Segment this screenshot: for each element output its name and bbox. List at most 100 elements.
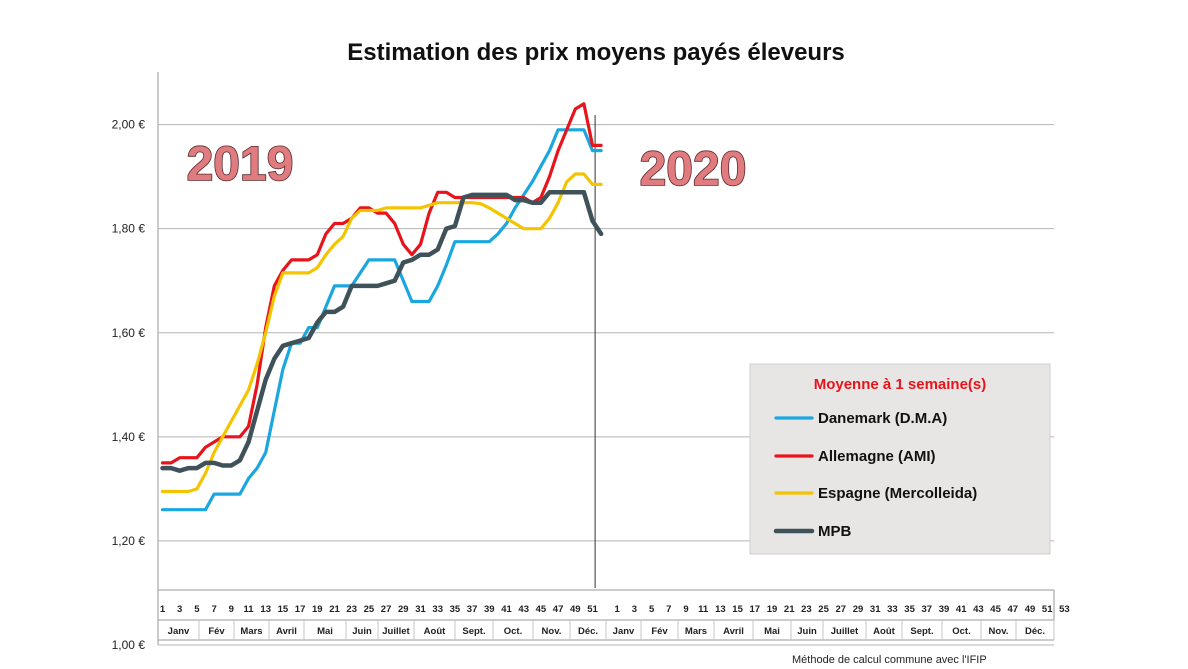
y-axis-ticks: 1,00 € 1,20 € 1,40 € 1,60 € 1,80 € 2,00 € (112, 118, 146, 652)
year-label-2019: 2019 (187, 138, 294, 191)
series-line-3 (160, 172, 603, 494)
footnote: Méthode de calcul commune avec l'IFIP (792, 654, 987, 666)
x-week-tick-label: 17 (295, 604, 306, 615)
legend-label-3: Espagne (Mercolleida) (818, 485, 977, 502)
x-week-tick-label: 7 (211, 604, 216, 615)
x-month-label: Janv (613, 626, 635, 637)
x-week-tick-label: 7 (666, 604, 671, 615)
x-week-tick-label: 39 (939, 604, 950, 615)
y-tick-label: 2,00 € (112, 118, 146, 132)
x-week-tick-label: 1 (615, 604, 621, 615)
series-lines (160, 102, 604, 512)
x-week-tick-label: 43 (973, 604, 984, 615)
x-week-tick-label: 19 (767, 604, 778, 615)
x-month-label: Juillet (382, 626, 410, 637)
x-month-label: Mars (240, 626, 262, 637)
x-week-tick-label: 37 (922, 604, 933, 615)
legend-label-1: Danemark (D.M.A) (818, 410, 947, 427)
series-line-1 (160, 128, 603, 512)
x-week-tick-label: 29 (398, 604, 409, 615)
x-week-tick-label: 47 (1008, 604, 1019, 615)
x-week-tick-label: 11 (698, 604, 709, 615)
x-month-label: Mars (685, 626, 707, 637)
x-month-label: Juillet (831, 626, 859, 637)
x-week-tick-label: 51 (587, 604, 598, 615)
x-week-tick-label: 51 (1042, 604, 1053, 615)
x-week-tick-label: 29 (853, 604, 864, 615)
x-week-tick-label: 19 (312, 604, 323, 615)
x-week-tick-label: 9 (229, 604, 234, 615)
x-week-tick-label: 47 (553, 604, 564, 615)
x-week-tick-label: 27 (836, 604, 847, 615)
x-week-tick-label: 33 (432, 604, 443, 615)
x-week-tick-label: 15 (732, 604, 743, 615)
x-week-tick-label: 5 (194, 604, 200, 615)
x-week-tick-label: 13 (260, 604, 271, 615)
x-month-label: Août (424, 626, 446, 637)
legend-box (749, 363, 1051, 555)
x-month-label: Sept. (910, 626, 933, 637)
x-week-tick-label: 25 (818, 604, 829, 615)
x-month-label: Juin (352, 626, 372, 637)
x-week-tick-label: 23 (346, 604, 357, 615)
x-week-tick-label: 49 (570, 604, 581, 615)
y-tick-label: 1,60 € (112, 326, 146, 340)
x-week-tick-label: 39 (484, 604, 495, 615)
x-week-tick-label: 9 (683, 604, 688, 615)
year-labels: 2019 2020 (186, 137, 747, 197)
x-week-tick-label: 31 (415, 604, 426, 615)
x-week-tick-label: 3 (177, 604, 182, 615)
x-month-label: Janv (168, 626, 190, 637)
y-tick-label: 1,80 € (112, 222, 146, 236)
chart-title: Estimation des prix moyens payés éleveur… (347, 39, 845, 66)
x-week-tick-label: 41 (501, 604, 512, 615)
x-week-tick-label: 23 (801, 604, 812, 615)
x-week-tick-label: 5 (649, 604, 655, 615)
x-week-tick-label: 1 (160, 604, 166, 615)
x-month-label: Août (873, 626, 895, 637)
x-week-tick-label: 13 (715, 604, 726, 615)
x-week-tick-label: 11 (243, 604, 254, 615)
year-label-2020: 2020 (640, 143, 747, 196)
x-month-label: Nov. (989, 626, 1009, 637)
y-tick-label: 1,00 € (112, 638, 146, 652)
legend: Moyenne à 1 semaine(s) Danemark (D.M.A) Al… (749, 363, 1051, 555)
x-week-tick-label: 33 (887, 604, 898, 615)
x-month-label: Avril (276, 626, 297, 637)
x-month-label: Fév (208, 626, 225, 637)
x-week-tick-label: 21 (784, 604, 795, 615)
x-month-label: Déc. (1025, 626, 1045, 637)
x-axis: 1 3 5 7 9 11 13 15 17 19 21 23 25 27 29 31 33 35 37 39 41 43 4… (158, 589, 1070, 641)
x-month-label: Oct. (952, 626, 970, 637)
x-week-tick-label: 49 (1025, 604, 1036, 615)
legend-label-4: MPB (818, 523, 852, 540)
x-week-tick-label: 41 (956, 604, 967, 615)
x-week-tick-label: 43 (518, 604, 529, 615)
x-week-tick-label: 25 (364, 604, 375, 615)
x-month-label: Oct. (504, 626, 522, 637)
x-week-tick-label: 35 (904, 604, 915, 615)
x-week-tick-label: 45 (536, 604, 547, 615)
x-week-tick-label: 35 (450, 604, 461, 615)
x-month-label: Mai (764, 626, 780, 637)
y-tick-label: 1,20 € (112, 534, 146, 548)
x-month-label: Sept. (462, 626, 485, 637)
legend-label-2: Allemagne (AMI) (818, 448, 936, 465)
x-week-tick-label: 45 (990, 604, 1001, 615)
x-week-tick-label: 21 (329, 604, 340, 615)
x-month-label: Nov. (542, 626, 562, 637)
series-line-4 (160, 190, 604, 473)
legend-title: Moyenne à 1 semaine(s) (814, 376, 987, 393)
x-month-label: Déc. (578, 626, 598, 637)
x-month-label: Avril (723, 626, 744, 637)
y-tick-label: 1,40 € (112, 430, 146, 444)
x-week-tick-label: 3 (632, 604, 637, 615)
x-week-tick-label: 53 (1059, 604, 1070, 615)
x-month-label: Fév (651, 626, 668, 637)
x-month-label: Juin (797, 626, 817, 637)
x-week-tick-label: 31 (870, 604, 881, 615)
x-month-label: Mai (317, 626, 333, 637)
x-week-tick-label: 15 (278, 604, 289, 615)
x-week-tick-label: 27 (381, 604, 392, 615)
